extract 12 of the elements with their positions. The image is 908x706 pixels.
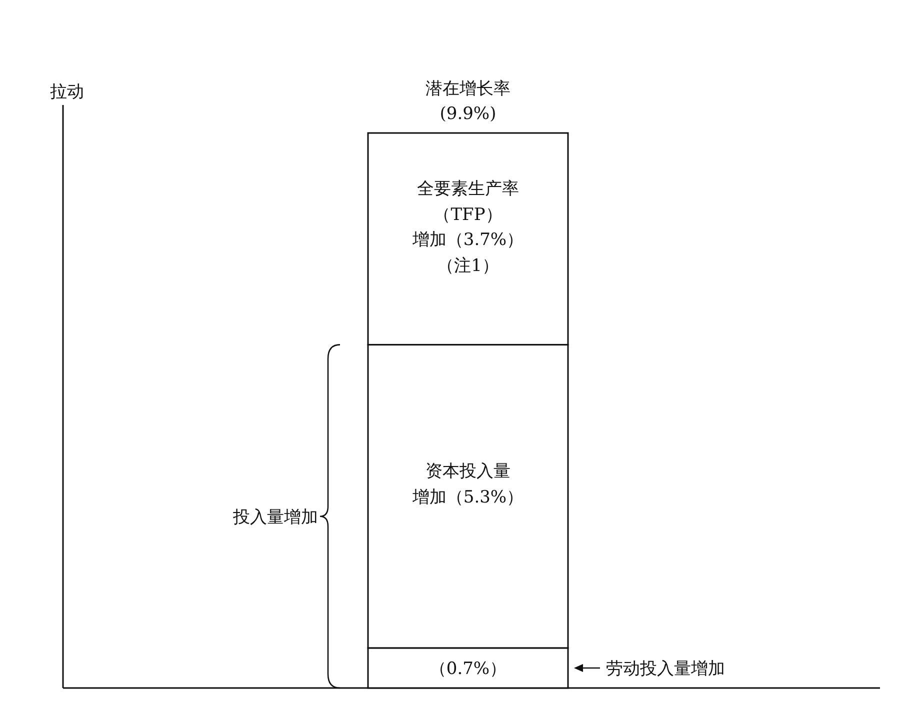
data-label: （0.7%） [429, 658, 507, 679]
text: 投入量增加 [232, 507, 318, 528]
annotation: 全要素生产率 [417, 178, 519, 199]
annotation: 资本投入量 [426, 461, 510, 482]
data-label: 增加（5.3%） [411, 487, 524, 508]
text: 潜在增长率 [426, 79, 510, 99]
annotation: （TFP） [434, 204, 502, 225]
annotation: （注1） [437, 256, 499, 276]
text: 拉动 [50, 82, 84, 102]
data-label: 增加（3.7%） [411, 230, 524, 250]
text: (9.9%) [440, 104, 496, 124]
text: 劳动投入量增加 [606, 658, 725, 679]
